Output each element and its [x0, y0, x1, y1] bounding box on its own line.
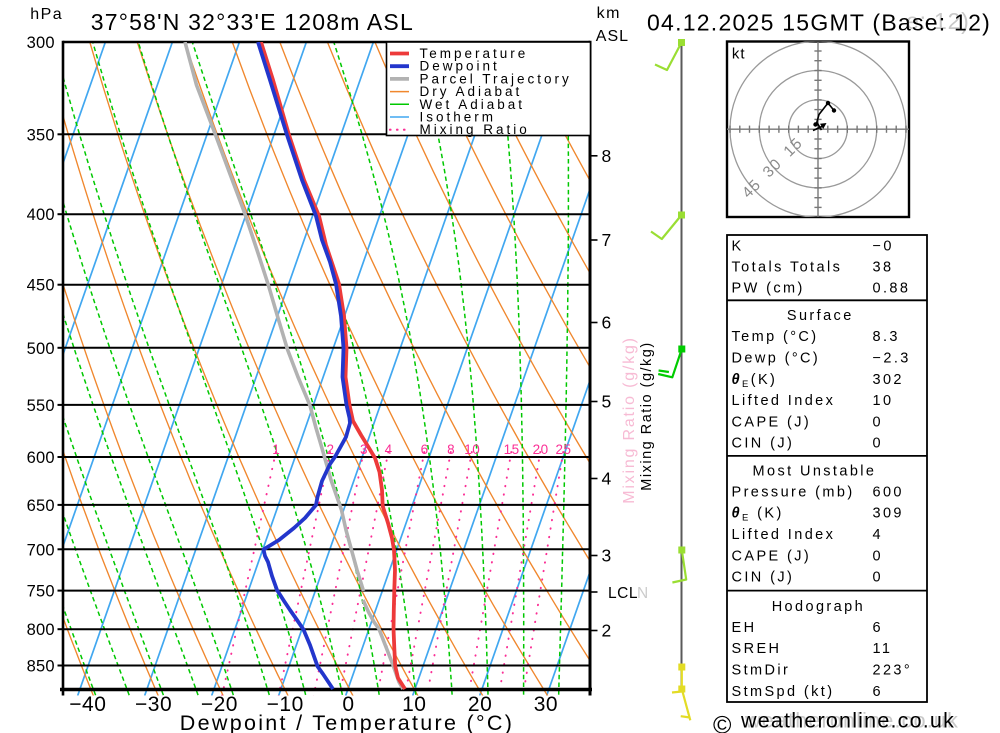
svg-text:450: 450 [27, 277, 55, 295]
svg-text:309: 309 [873, 506, 904, 522]
svg-text:CIN (J): CIN (J) [732, 436, 795, 452]
svg-text:Mixing Ratio: Mixing Ratio [420, 122, 530, 137]
svg-text:25: 25 [556, 442, 572, 457]
svg-text:10: 10 [402, 693, 426, 716]
svg-text:Mixing Ratio (g/kg): Mixing Ratio (g/kg) [621, 336, 638, 504]
svg-text:θE(K): θE(K) [732, 372, 778, 390]
svg-text:6: 6 [873, 620, 883, 636]
svg-text:500: 500 [27, 340, 55, 358]
svg-text:20: 20 [533, 442, 549, 457]
svg-text:Mixing Ratio (g/kg): Mixing Ratio (g/kg) [639, 341, 655, 490]
svg-text:600: 600 [27, 449, 55, 467]
svg-text:Temperature: Temperature [420, 46, 529, 61]
svg-text:223°: 223° [873, 663, 913, 679]
svg-text:−10: −10 [267, 693, 304, 716]
svg-text:2: 2 [602, 621, 612, 641]
svg-text:8.3: 8.3 [873, 329, 900, 345]
svg-text:6: 6 [421, 442, 429, 457]
svg-text:N: N [637, 585, 649, 602]
svg-text:2: 2 [326, 442, 334, 457]
svg-text:800: 800 [27, 621, 55, 639]
svg-text:−40: −40 [69, 693, 106, 716]
svg-text:Dewpoint / Temperature (°C): Dewpoint / Temperature (°C) [180, 711, 514, 733]
svg-text:StmSpd (kt): StmSpd (kt) [732, 684, 835, 700]
svg-text:0: 0 [873, 414, 883, 430]
svg-text:0: 0 [873, 436, 883, 452]
svg-text:Dewpoint: Dewpoint [420, 59, 500, 74]
svg-text:Hodograph: Hodograph [772, 599, 865, 615]
svg-text:0: 0 [342, 693, 354, 716]
svg-text:5: 5 [602, 392, 612, 412]
svg-text:StmDir: StmDir [732, 663, 791, 679]
svg-text:15: 15 [504, 442, 520, 457]
svg-text:ASL: ASL [596, 28, 629, 45]
svg-text:30: 30 [534, 693, 558, 716]
svg-text:Surface: Surface [787, 308, 854, 324]
svg-text:weatheronline.co.uk: weatheronline.co.uk [740, 709, 955, 733]
svg-text:0: 0 [873, 548, 883, 564]
svg-text:PW (cm): PW (cm) [732, 281, 805, 297]
svg-text:600: 600 [873, 484, 904, 500]
svg-text:750: 750 [27, 583, 55, 601]
svg-text:Most Unstable: Most Unstable [753, 463, 877, 479]
svg-text:EH: EH [732, 620, 757, 636]
svg-text:4: 4 [602, 469, 612, 489]
svg-text:20: 20 [468, 693, 492, 716]
svg-text:350: 350 [27, 126, 55, 144]
svg-text:3: 3 [360, 442, 368, 457]
svg-text:37°58'N 32°33'E 1208m ASL: 37°58'N 32°33'E 1208m ASL [91, 9, 414, 35]
svg-text:CAPE (J): CAPE (J) [732, 414, 812, 430]
svg-text:Isotherm: Isotherm [420, 110, 497, 125]
svg-text:6: 6 [602, 313, 612, 333]
svg-text:Pressure (mb): Pressure (mb) [732, 484, 855, 500]
svg-text:400: 400 [27, 206, 55, 224]
svg-text:−20: −20 [201, 693, 238, 716]
svg-text:10: 10 [464, 442, 480, 457]
svg-text:weatheronline.co.uk: weatheronline.co.uk [744, 709, 959, 733]
svg-text:550: 550 [27, 397, 55, 415]
svg-text:e: 12): e: 12) [906, 8, 970, 34]
svg-text:0: 0 [873, 570, 883, 586]
svg-text:hPa: hPa [30, 6, 63, 23]
svg-text:−2.3: −2.3 [873, 351, 911, 367]
svg-text:−0: −0 [873, 239, 894, 255]
svg-text:4: 4 [873, 527, 883, 543]
svg-text:38: 38 [873, 260, 894, 276]
svg-text:−30: −30 [135, 693, 172, 716]
svg-text:6: 6 [873, 684, 883, 700]
svg-text:300: 300 [27, 34, 55, 52]
svg-text:04.12.2025 15GMT (Base: 12): 04.12.2025 15GMT (Base: 12) [647, 10, 991, 36]
svg-text:km: km [597, 5, 621, 22]
svg-text:0.88: 0.88 [873, 281, 911, 297]
svg-text:Parcel Trajectory: Parcel Trajectory [420, 71, 572, 86]
svg-text:Temp (°C): Temp (°C) [732, 329, 819, 345]
svg-text:1: 1 [272, 442, 280, 457]
svg-text:©: © [713, 712, 732, 733]
svg-text:Wet Adiabat: Wet Adiabat [420, 97, 526, 112]
svg-text:850: 850 [27, 658, 55, 676]
svg-text:8: 8 [447, 442, 455, 457]
svg-text:θE (K): θE (K) [732, 506, 784, 524]
svg-text:8: 8 [602, 146, 612, 166]
svg-text:Lifted Index: Lifted Index [732, 393, 836, 409]
svg-text:Dry Adiabat: Dry Adiabat [420, 84, 523, 99]
svg-text:11: 11 [873, 641, 893, 657]
svg-text:700: 700 [27, 541, 55, 559]
svg-text:SREH: SREH [732, 641, 782, 657]
svg-text:3: 3 [602, 546, 612, 566]
svg-text:4: 4 [385, 442, 393, 457]
svg-text:7: 7 [602, 230, 612, 250]
svg-text:CIN (J): CIN (J) [732, 570, 795, 586]
svg-text:Lifted Index: Lifted Index [732, 527, 836, 543]
svg-text:kt: kt [732, 46, 746, 63]
svg-text:Totals Totals: Totals Totals [732, 260, 843, 276]
svg-text:10: 10 [873, 393, 894, 409]
svg-text:CAPE (J): CAPE (J) [732, 548, 812, 564]
svg-text:K: K [732, 239, 744, 255]
svg-text:650: 650 [27, 497, 55, 515]
svg-text:302: 302 [873, 372, 904, 388]
svg-text:Dewp (°C): Dewp (°C) [732, 351, 821, 367]
svg-text:LCL: LCL [608, 585, 638, 602]
